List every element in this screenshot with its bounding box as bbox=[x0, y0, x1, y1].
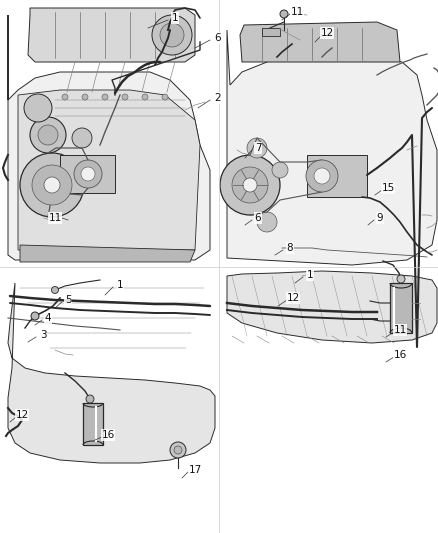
Circle shape bbox=[243, 178, 257, 192]
Text: 12: 12 bbox=[320, 28, 334, 38]
Bar bbox=[390, 283, 412, 333]
Circle shape bbox=[314, 168, 330, 184]
Circle shape bbox=[232, 167, 268, 203]
Text: 12: 12 bbox=[15, 410, 28, 420]
Text: 6: 6 bbox=[215, 33, 221, 43]
Text: 15: 15 bbox=[381, 183, 395, 193]
Text: 1: 1 bbox=[172, 13, 178, 23]
Polygon shape bbox=[8, 283, 215, 463]
Circle shape bbox=[72, 128, 92, 148]
Circle shape bbox=[81, 167, 95, 181]
Circle shape bbox=[52, 287, 59, 294]
Text: 16: 16 bbox=[393, 350, 406, 360]
Circle shape bbox=[62, 94, 68, 100]
Circle shape bbox=[306, 160, 338, 192]
Polygon shape bbox=[227, 271, 437, 343]
Circle shape bbox=[257, 212, 277, 232]
Circle shape bbox=[82, 94, 88, 100]
Bar bbox=[60, 155, 115, 193]
Polygon shape bbox=[240, 22, 400, 62]
Text: 4: 4 bbox=[45, 313, 51, 323]
Text: 7: 7 bbox=[254, 143, 261, 153]
Circle shape bbox=[102, 94, 108, 100]
Text: 11: 11 bbox=[48, 213, 62, 223]
Text: 6: 6 bbox=[254, 213, 261, 223]
Polygon shape bbox=[18, 90, 200, 250]
Text: 2: 2 bbox=[215, 93, 221, 103]
Text: 3: 3 bbox=[40, 330, 46, 340]
Text: 5: 5 bbox=[65, 295, 71, 305]
Text: 17: 17 bbox=[188, 465, 201, 475]
Circle shape bbox=[247, 138, 267, 158]
Text: 9: 9 bbox=[377, 213, 383, 223]
Circle shape bbox=[174, 446, 182, 454]
Polygon shape bbox=[28, 8, 195, 62]
Circle shape bbox=[44, 177, 60, 193]
Circle shape bbox=[122, 94, 128, 100]
Text: 8: 8 bbox=[287, 243, 293, 253]
Circle shape bbox=[74, 160, 102, 188]
Circle shape bbox=[38, 125, 58, 145]
Circle shape bbox=[30, 117, 66, 153]
Polygon shape bbox=[20, 245, 195, 262]
Polygon shape bbox=[227, 30, 437, 265]
Circle shape bbox=[272, 162, 288, 178]
Circle shape bbox=[31, 312, 39, 320]
Text: 16: 16 bbox=[101, 430, 115, 440]
Circle shape bbox=[160, 23, 184, 47]
Bar bbox=[307, 155, 367, 197]
Circle shape bbox=[170, 442, 186, 458]
Circle shape bbox=[24, 94, 52, 122]
Bar bbox=[83, 403, 103, 445]
Polygon shape bbox=[8, 15, 210, 260]
Circle shape bbox=[162, 94, 168, 100]
Text: 11: 11 bbox=[393, 325, 406, 335]
Text: 1: 1 bbox=[117, 280, 124, 290]
Circle shape bbox=[152, 15, 192, 55]
Text: 12: 12 bbox=[286, 293, 300, 303]
Circle shape bbox=[86, 395, 94, 403]
Circle shape bbox=[142, 94, 148, 100]
Bar bbox=[262, 28, 280, 36]
Circle shape bbox=[32, 165, 72, 205]
Text: 1: 1 bbox=[307, 270, 313, 280]
Circle shape bbox=[20, 153, 84, 217]
Circle shape bbox=[220, 155, 280, 215]
Circle shape bbox=[280, 10, 288, 18]
Circle shape bbox=[397, 275, 405, 283]
Text: 11: 11 bbox=[290, 7, 304, 17]
